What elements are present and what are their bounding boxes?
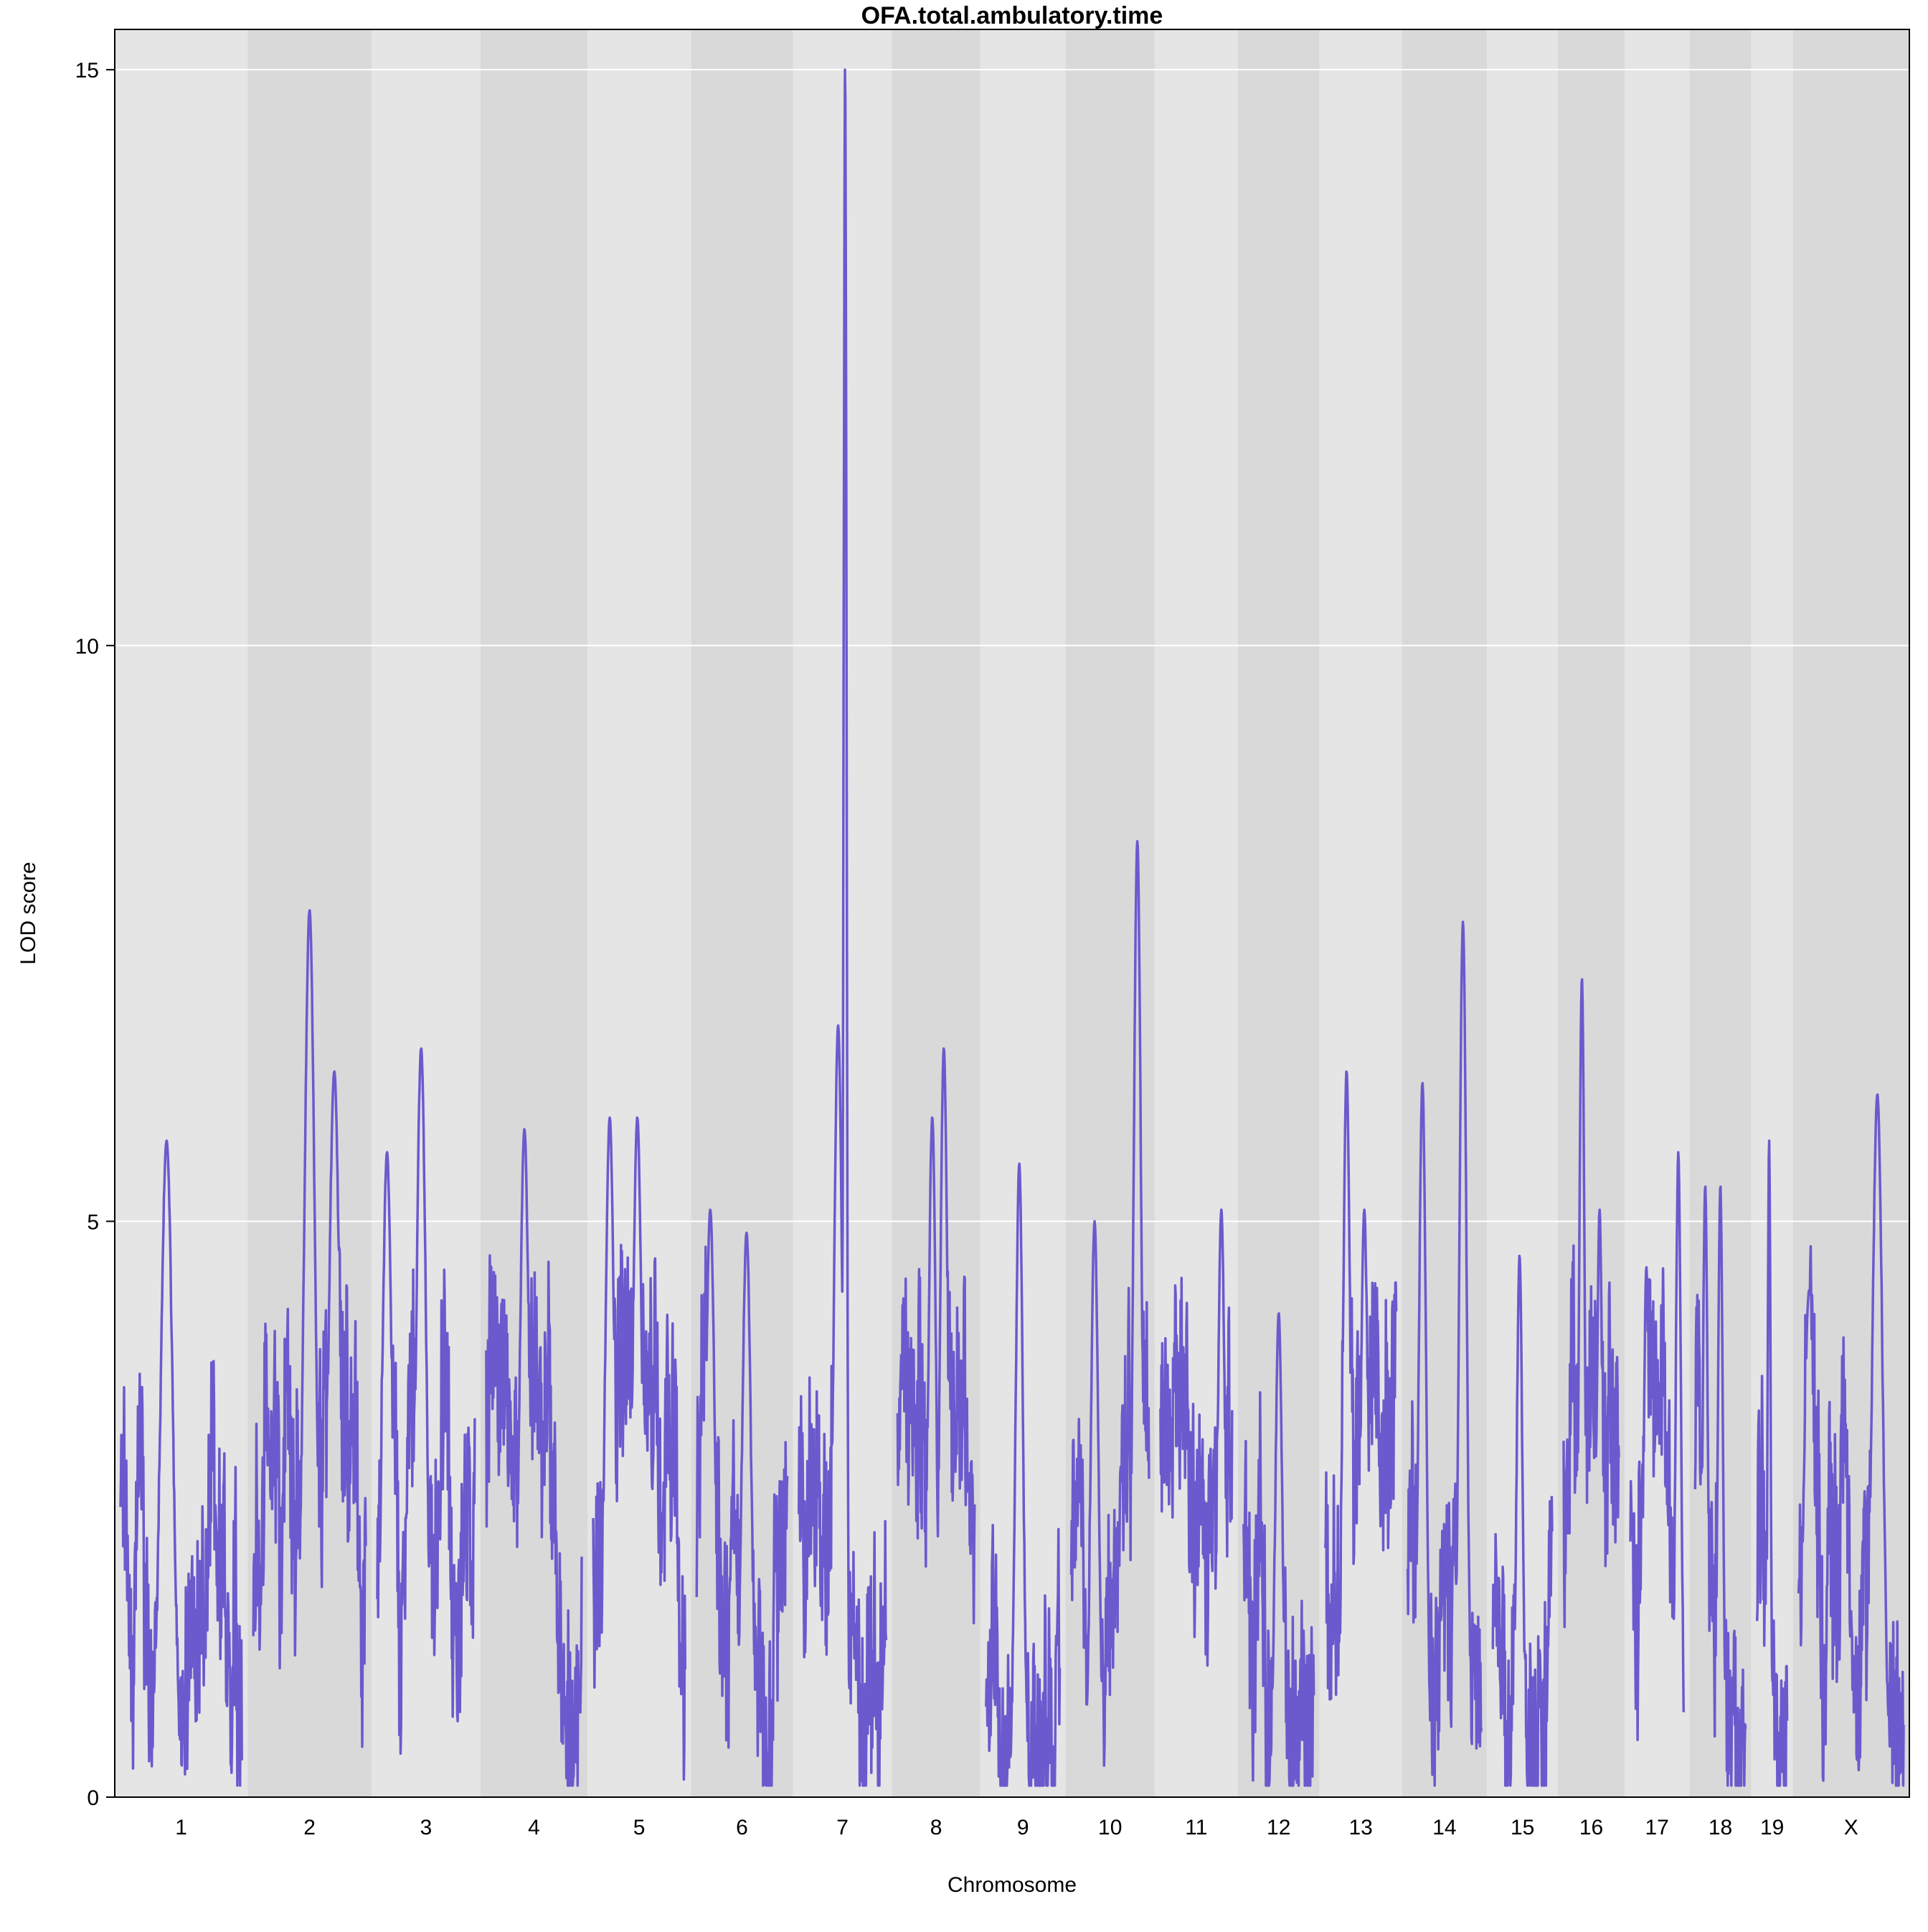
- x-tick-label-16: 16: [1579, 1816, 1603, 1839]
- lod-trace-chr-17: [1629, 1151, 1686, 1741]
- lod-trace-chr-4: [485, 1128, 583, 1787]
- x-tick-label-17: 17: [1645, 1816, 1669, 1839]
- x-tick-label-9: 9: [1017, 1816, 1029, 1839]
- lod-trace-chr-13: [1323, 1070, 1398, 1701]
- lod-trace-chr-18: [1693, 1185, 1747, 1787]
- x-tick-label-18: 18: [1709, 1816, 1732, 1839]
- lod-trace-chr-11: [1159, 1208, 1234, 1667]
- lod-trace-chr-14: [1406, 920, 1483, 1787]
- chromosome-band-X: [1792, 29, 1909, 1797]
- y-tick-label-10: 10: [75, 635, 99, 659]
- x-tick-label-X: X: [1844, 1816, 1858, 1839]
- x-tick-label-13: 13: [1348, 1816, 1372, 1839]
- lod-trace-chr-15: [1491, 1254, 1554, 1787]
- chromosome-band-1: [115, 29, 248, 1797]
- lod-trace-chr-8: [896, 1047, 976, 1625]
- y-tick-label-5: 5: [87, 1210, 99, 1234]
- y-axis-ticks: 0 5 10 15: [75, 59, 115, 1810]
- gridlines: [115, 69, 1909, 1222]
- lod-trace-chr-X: [1797, 1093, 1905, 1787]
- chromosome-band-8: [892, 29, 980, 1797]
- x-tick-label-12: 12: [1267, 1816, 1290, 1839]
- x-tick-label-11: 11: [1185, 1816, 1207, 1839]
- lod-trace-chr-19: [1755, 1139, 1789, 1787]
- plot-frame: [114, 29, 1910, 1798]
- lod-trace-chr-6: [695, 1208, 789, 1787]
- x-tick-label-10: 10: [1098, 1816, 1122, 1839]
- lod-trace-chr-10: [1069, 839, 1150, 1767]
- lod-trace-chr-3: [376, 1047, 476, 1756]
- x-tick-label-8: 8: [930, 1816, 942, 1839]
- chromosome-band-10: [1065, 29, 1155, 1797]
- lod-trace-chr-5: [592, 1116, 687, 1781]
- x-tick-label-3: 3: [420, 1816, 433, 1839]
- x-tick-label-19: 19: [1760, 1816, 1784, 1839]
- chromosome-band-12: [1237, 29, 1320, 1797]
- y-tick-label-0: 0: [87, 1786, 99, 1810]
- x-tick-label-15: 15: [1511, 1816, 1534, 1839]
- x-tick-label-5: 5: [633, 1816, 646, 1839]
- chromosome-band-17: [1625, 29, 1690, 1797]
- x-tick-label-4: 4: [528, 1816, 540, 1839]
- x-tick-label-2: 2: [303, 1816, 316, 1839]
- x-tick-label-14: 14: [1432, 1816, 1456, 1839]
- y-tick-label-15: 15: [75, 59, 99, 83]
- chromosome-band-13: [1319, 29, 1402, 1797]
- lod-trace-chr-9: [985, 1162, 1062, 1787]
- chromosome-band-4: [480, 29, 587, 1797]
- x-tick-label-7: 7: [836, 1816, 849, 1839]
- lod-trace-chr-7: [797, 68, 888, 1787]
- x-tick-label-1: 1: [175, 1816, 187, 1839]
- lod-trace-chr-1: [119, 1139, 243, 1787]
- x-axis-ticks: 1 2 3 4 5 6 7 8 9 10 11 12 13 14 15 16 17 18 19 X: [175, 1816, 1858, 1839]
- x-axis-label: Chromosome: [948, 1873, 1077, 1897]
- lod-trace-chr-2: [252, 909, 367, 1748]
- chart-title: OFA.total.ambulatory.time: [861, 2, 1163, 29]
- chromosome-band-18: [1689, 29, 1752, 1797]
- lod-series: [119, 68, 1905, 1787]
- lod-trace-chr-16: [1562, 978, 1620, 1629]
- y-axis-label: LOD score: [16, 862, 40, 964]
- lod-trace-chr-12: [1242, 1312, 1315, 1787]
- x-tick-label-6: 6: [736, 1816, 748, 1839]
